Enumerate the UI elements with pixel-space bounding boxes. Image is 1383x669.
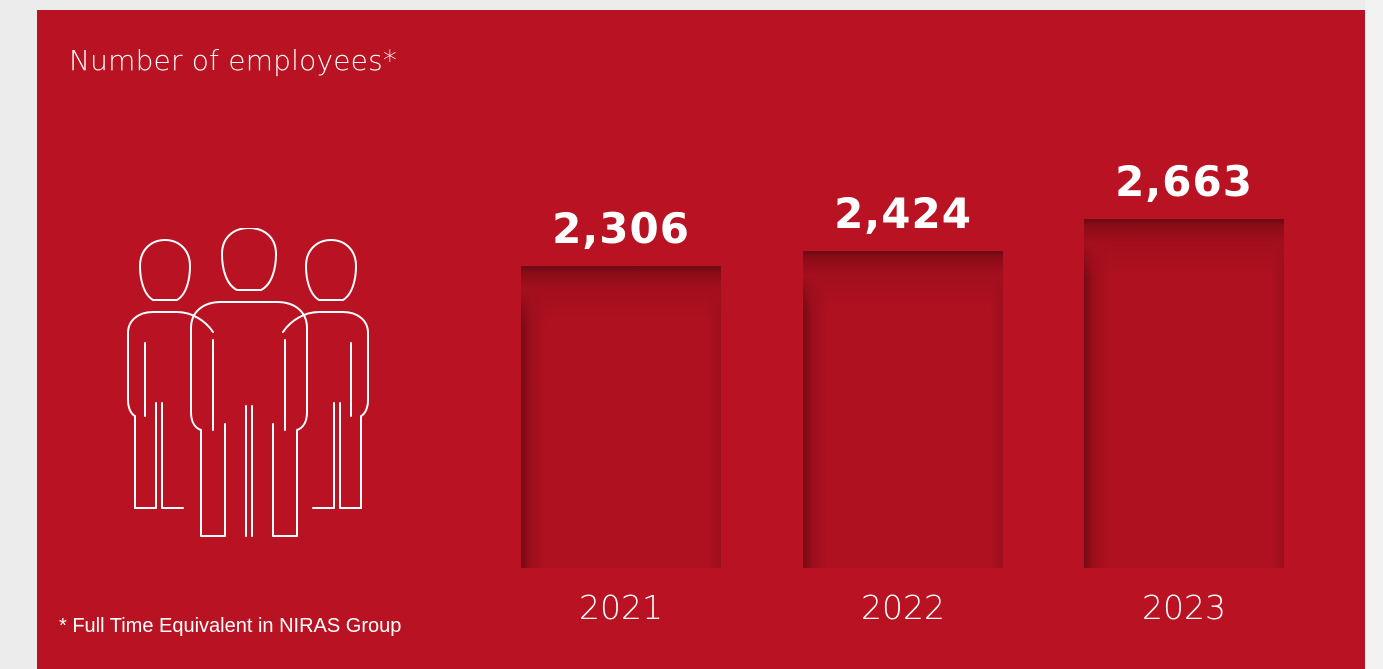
chart-panel: Number of employees* 2,306 2021 2,424 2022 2… [37,10,1365,669]
bar-2023 [1084,219,1284,568]
x-tick-label-2022: 2022 [861,588,945,627]
bar-2021 [521,266,721,568]
bar-value-label-2021: 2,306 [552,204,690,254]
x-tick-label-2021: 2021 [579,588,663,627]
people-group-icon [127,228,369,537]
page-edge-strip [1365,0,1383,669]
bar-value-label-2022: 2,424 [834,188,972,238]
chart-footnote: * Full Time Equivalent in NIRAS Group [59,615,402,637]
bar-value-label-2023: 2,663 [1115,157,1253,207]
x-tick-label-2023: 2023 [1142,588,1226,627]
chart-title: Number of employees* [69,44,398,77]
bar-2022 [803,250,1003,568]
